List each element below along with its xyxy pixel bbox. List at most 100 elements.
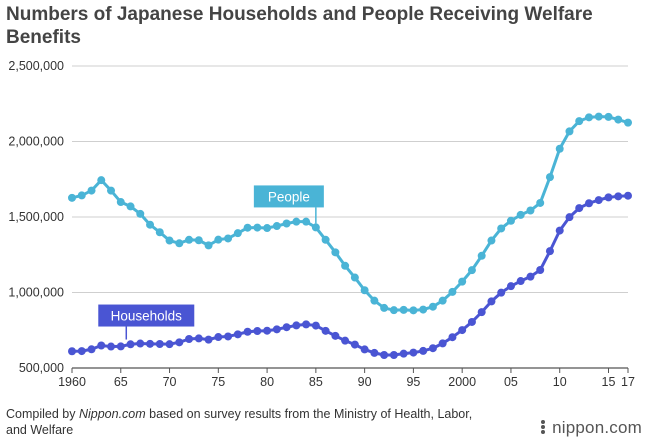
people-point: [292, 217, 301, 226]
people-point: [448, 287, 457, 296]
people-point: [302, 217, 311, 226]
x-tick-label: 90: [358, 375, 372, 389]
households-point: [419, 346, 428, 355]
people-point: [126, 202, 135, 211]
x-tick-label: 1960: [58, 375, 86, 389]
x-tick-label: 65: [114, 375, 128, 389]
households-point: [87, 345, 96, 354]
households-point: [68, 347, 76, 356]
people-point: [97, 176, 106, 185]
x-tick-label: 75: [211, 375, 225, 389]
people-point: [253, 223, 262, 232]
people-point: [604, 112, 613, 121]
households-point: [545, 247, 554, 256]
households-point: [594, 196, 603, 205]
households-point: [136, 339, 145, 348]
households-point: [194, 334, 203, 343]
households-point: [370, 348, 379, 357]
households-point: [116, 342, 125, 351]
households-point: [360, 345, 369, 354]
source-site: Nippon.com: [78, 407, 146, 421]
households-point: [526, 272, 535, 281]
people-point: [146, 220, 155, 229]
households-point: [487, 297, 496, 306]
households-point: [428, 344, 437, 353]
households-point: [399, 349, 408, 358]
households-point: [204, 335, 213, 344]
people-point: [204, 241, 213, 250]
x-tick-label: 70: [163, 375, 177, 389]
households-point: [292, 321, 301, 330]
y-axis-ticks: 500,000 1,000,000 1,500,000 2,000,000 2,500,…: [8, 59, 64, 375]
households-point: [380, 351, 389, 360]
households-point: [555, 226, 564, 235]
x-axis-ticks: 1960 65 70 75 80 85 90 95 2000 05 10 15 17: [58, 368, 635, 389]
source-note: Compiled by Nippon.com based on survey r…: [6, 406, 486, 438]
households-label-box: [98, 304, 195, 327]
households-point: [263, 326, 272, 335]
people-point: [116, 198, 125, 207]
line-chart: 500,000 1,000,000 1,500,000 2,000,000 2,500,…: [8, 59, 635, 389]
series-lines: [68, 112, 632, 360]
people-point: [516, 210, 525, 219]
people-point: [155, 228, 164, 237]
households-point: [477, 308, 486, 317]
people-point: [497, 224, 506, 233]
people-point: [624, 118, 632, 127]
households-point: [175, 338, 184, 347]
logo-text: nippon.com: [552, 418, 642, 437]
people-point: [487, 236, 496, 245]
gridlines: [72, 65, 628, 369]
logo-dots-icon: [541, 420, 549, 434]
households-point: [536, 266, 545, 275]
people-point: [536, 198, 545, 207]
households-point: [614, 192, 623, 201]
people-point: [263, 224, 272, 233]
people-point: [282, 219, 291, 228]
chart-title: Numbers of Japanese Households and Peopl…: [6, 4, 593, 48]
households-point: [516, 277, 525, 286]
people-point: [477, 251, 486, 260]
households-point: [185, 335, 194, 344]
people-point: [370, 296, 379, 305]
people-point: [107, 186, 116, 195]
households-point: [214, 333, 223, 342]
households-point: [97, 341, 106, 350]
households-point: [409, 348, 418, 357]
households-point: [331, 331, 340, 340]
households-point: [604, 193, 613, 202]
households-point: [243, 327, 252, 336]
households-point: [107, 342, 116, 351]
people-point: [185, 235, 194, 244]
households-point: [497, 288, 506, 297]
households-point: [467, 317, 476, 326]
people-label-text: People: [268, 189, 310, 204]
households-point: [575, 204, 584, 213]
y-tick-label: 2,500,000: [8, 59, 64, 73]
households-point: [624, 191, 632, 200]
households-point: [448, 333, 457, 342]
households-line: [71, 194, 629, 357]
people-point: [545, 173, 554, 182]
people-point: [399, 305, 408, 314]
x-tick-label: 80: [260, 375, 274, 389]
households-point: [389, 351, 398, 360]
people-label-box: [253, 185, 324, 208]
people-point: [428, 302, 437, 311]
people-point: [194, 236, 203, 245]
households-point: [126, 340, 135, 349]
people-point: [341, 261, 350, 270]
households-point: [321, 326, 330, 335]
people-point: [243, 223, 252, 232]
households-point: [224, 332, 233, 341]
people-point: [467, 266, 476, 275]
households-point: [438, 339, 447, 348]
people-point: [575, 117, 584, 126]
people-point: [311, 223, 320, 232]
people-point: [68, 193, 76, 202]
people-point: [77, 191, 86, 200]
people-point: [506, 216, 515, 225]
x-tick-label: 15: [602, 375, 616, 389]
households-point: [584, 199, 593, 208]
households-point: [458, 326, 467, 335]
